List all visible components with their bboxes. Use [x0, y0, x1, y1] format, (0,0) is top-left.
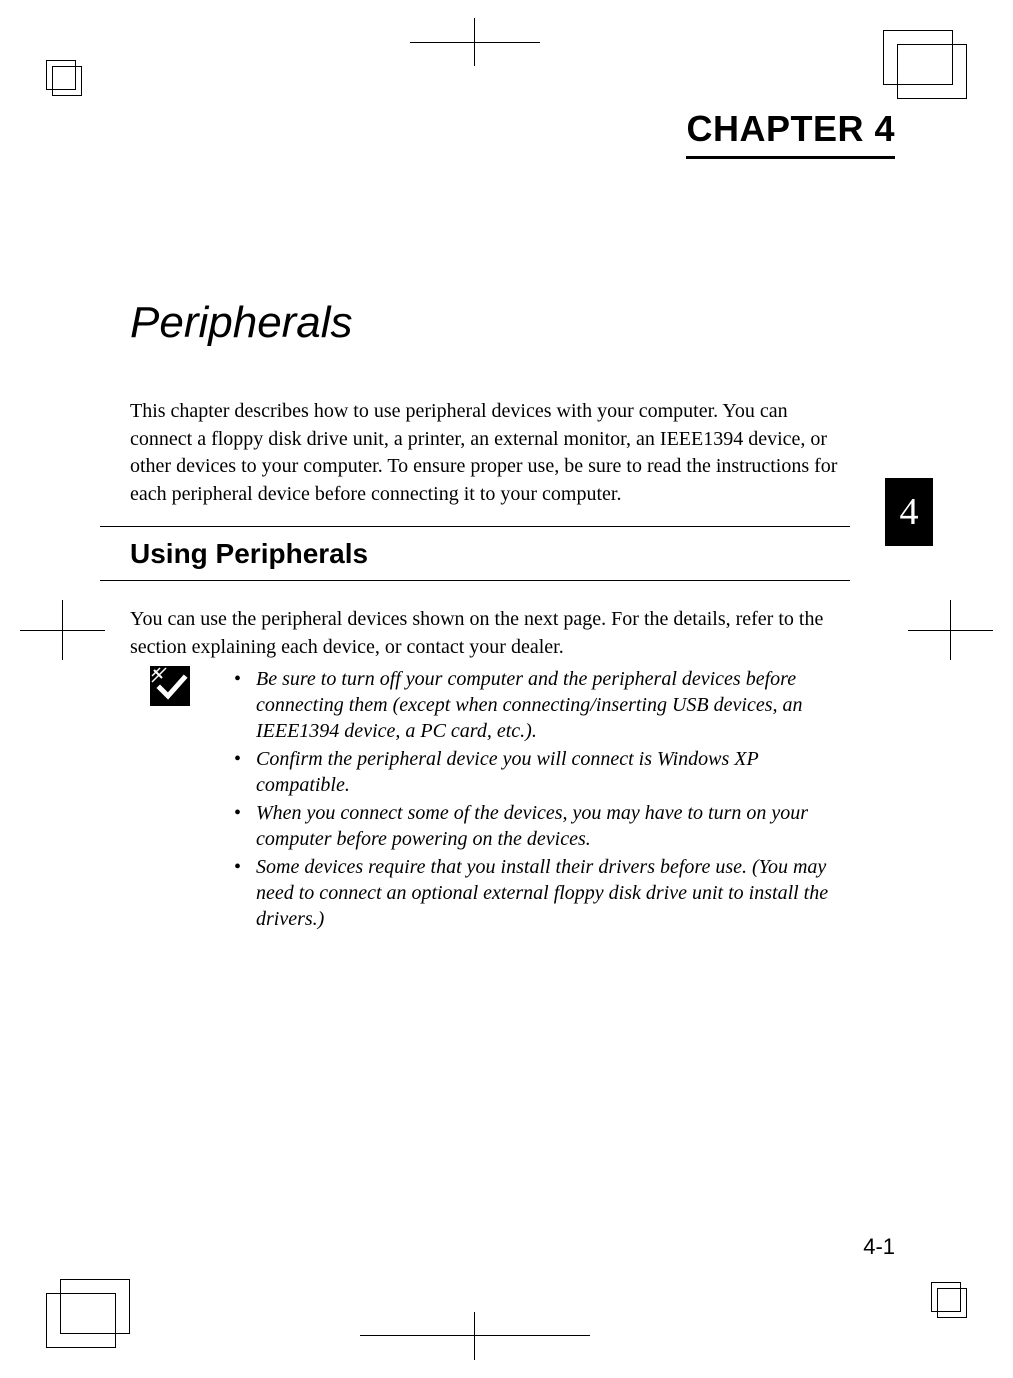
crop-mark-right-center-vertical [950, 600, 951, 660]
crop-mark-top-right-box-inner [897, 44, 967, 99]
crop-mark-bottom-center-horizontal [360, 1335, 590, 1336]
bullet-item: When you connect some of the devices, yo… [234, 800, 852, 852]
bullet-item: Some devices require that you install th… [234, 854, 852, 932]
page-number: 4-1 [863, 1234, 895, 1260]
chapter-tab-number: 4 [900, 490, 919, 534]
section-rule-top [100, 526, 850, 527]
note-bullets: Be sure to turn off your computer and th… [234, 666, 852, 934]
crop-mark-top-left-box-inner [52, 66, 82, 96]
section-rule-bottom [100, 580, 850, 581]
crop-mark-bottom-right-box-inner [931, 1282, 961, 1312]
crop-mark-bottom-center-vertical [474, 1312, 475, 1360]
bullet-item: Confirm the peripheral device you will c… [234, 746, 852, 798]
crop-mark-bottom-left-box-inner [60, 1279, 130, 1334]
intro-paragraph: This chapter describes how to use periph… [130, 398, 850, 508]
section-paragraph: You can use the peripheral devices shown… [130, 606, 850, 661]
checkmark-note-icon [150, 666, 190, 706]
bullet-item: Be sure to turn off your computer and th… [234, 666, 852, 744]
crop-mark-top-center-vertical [474, 18, 475, 66]
chapter-label: CHAPTER 4 [686, 108, 895, 159]
crop-mark-top-center-horizontal [410, 42, 540, 43]
chapter-tab: 4 [885, 478, 933, 546]
section-heading: Using Peripherals [130, 538, 368, 570]
crop-mark-left-center-vertical [62, 600, 63, 660]
chapter-title: Peripherals [130, 298, 353, 348]
